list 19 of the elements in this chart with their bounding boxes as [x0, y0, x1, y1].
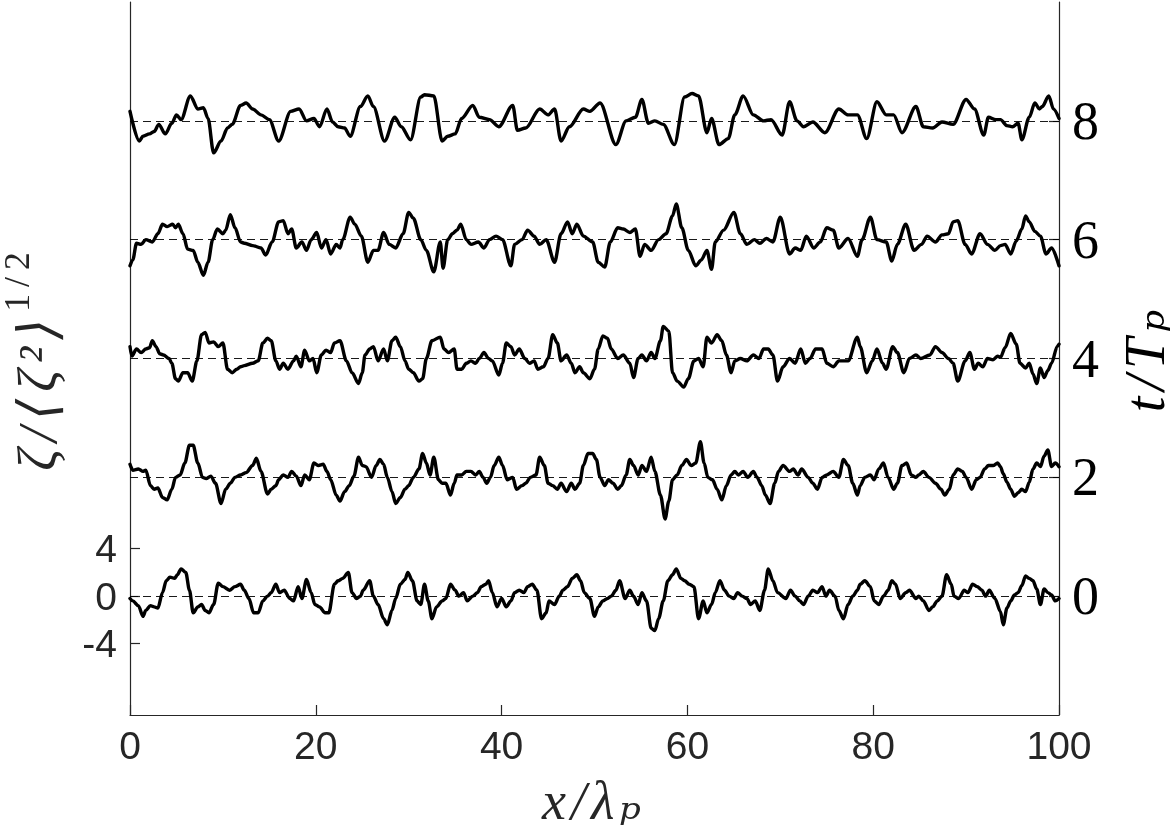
x-tick-label: 20: [294, 724, 338, 767]
y2-tick-label: 4: [1072, 328, 1099, 389]
x-tick-label: 80: [851, 724, 895, 767]
y-tick-label: -4: [82, 622, 117, 666]
y2-axis-title: t/Tₚ: [1114, 303, 1175, 413]
x-axis-title: x/λₚ: [542, 771, 646, 831]
line-series: [128, 439, 1061, 521]
y2-tick-label: 0: [1072, 566, 1099, 627]
y2-tick-label: 2: [1072, 447, 1099, 508]
x-tick-label: 100: [1026, 724, 1092, 767]
y2-tick-label: 6: [1072, 209, 1099, 270]
y-tick-label: 0: [95, 574, 117, 618]
x-tick-label: 60: [665, 724, 710, 767]
line-series: [128, 202, 1061, 278]
y2-tick-label: 8: [1072, 90, 1099, 151]
y-tick-label: 4: [95, 527, 117, 571]
x-tick-label: 40: [479, 724, 524, 767]
line-series: [128, 91, 1061, 155]
line-series: [128, 324, 1061, 389]
